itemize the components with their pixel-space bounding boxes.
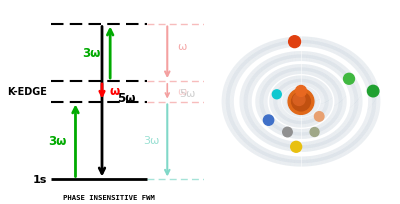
Circle shape <box>283 128 292 137</box>
Text: 3ω: 3ω <box>48 134 66 147</box>
Circle shape <box>291 142 302 152</box>
Circle shape <box>272 90 281 99</box>
Circle shape <box>292 93 310 111</box>
Text: ω: ω <box>177 87 186 97</box>
Text: 1s: 1s <box>32 175 47 184</box>
Circle shape <box>288 89 314 115</box>
Text: 3ω: 3ω <box>143 136 159 146</box>
Circle shape <box>314 112 324 122</box>
Text: 5ω: 5ω <box>180 89 196 99</box>
Circle shape <box>264 115 274 126</box>
Text: ω: ω <box>177 42 186 52</box>
Circle shape <box>296 86 306 97</box>
Circle shape <box>289 37 300 48</box>
Circle shape <box>368 86 379 97</box>
Circle shape <box>293 94 305 106</box>
Circle shape <box>310 128 319 137</box>
Text: K-EDGE: K-EDGE <box>7 87 47 97</box>
Text: ω: ω <box>109 84 119 97</box>
Text: 5ω: 5ω <box>117 91 136 104</box>
Text: PHASE INSENSITIVE FWM: PHASE INSENSITIVE FWM <box>63 194 155 200</box>
Circle shape <box>344 74 354 85</box>
Text: 3ω: 3ω <box>83 47 101 60</box>
